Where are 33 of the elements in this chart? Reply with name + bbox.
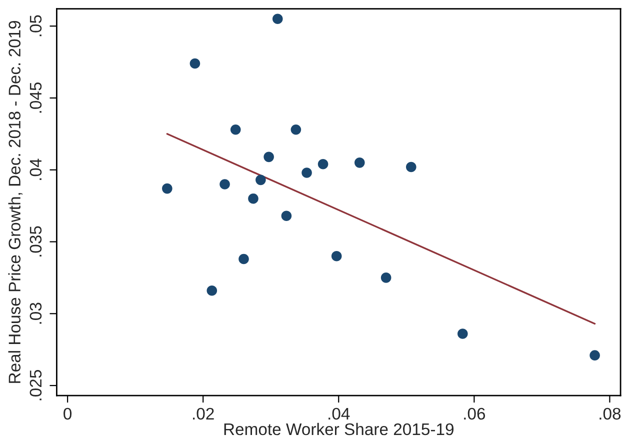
- point: [190, 58, 200, 69]
- point: [162, 183, 172, 194]
- y-tick-label: .045: [30, 82, 42, 113]
- point: [248, 193, 258, 204]
- point: [220, 179, 230, 190]
- x-tick-label: 0: [64, 408, 72, 420]
- point: [331, 250, 342, 262]
- point: [206, 285, 218, 296]
- y-tick-label: .035: [30, 226, 42, 256]
- point: [354, 158, 365, 168]
- point: [290, 124, 302, 135]
- y-tick-label: .03: [30, 302, 42, 324]
- y-tick-label: .05: [30, 15, 42, 36]
- x-tick-label: .06: [464, 408, 486, 420]
- x-tick-label: .08: [600, 408, 621, 420]
- point: [238, 254, 249, 264]
- y-tick-label: .025: [30, 370, 42, 400]
- point: [457, 328, 468, 339]
- y-axis-title: Real House Price Growth, Dec. 2018 - Dec. 2019: [8, 20, 22, 383]
- point: [406, 162, 416, 172]
- x-tick-label: .02: [193, 408, 214, 420]
- point: [230, 124, 241, 135]
- x-tick-label: .04: [328, 408, 350, 420]
- y-tick-label: .04: [30, 158, 42, 180]
- point: [590, 350, 600, 360]
- point: [256, 174, 266, 186]
- point: [281, 210, 292, 222]
- point: [302, 168, 312, 178]
- x-axis-title: Remote Worker Share 2015-19: [224, 422, 454, 436]
- point: [272, 14, 283, 24]
- point: [318, 158, 328, 170]
- point: [380, 272, 392, 283]
- point: [264, 152, 274, 162]
